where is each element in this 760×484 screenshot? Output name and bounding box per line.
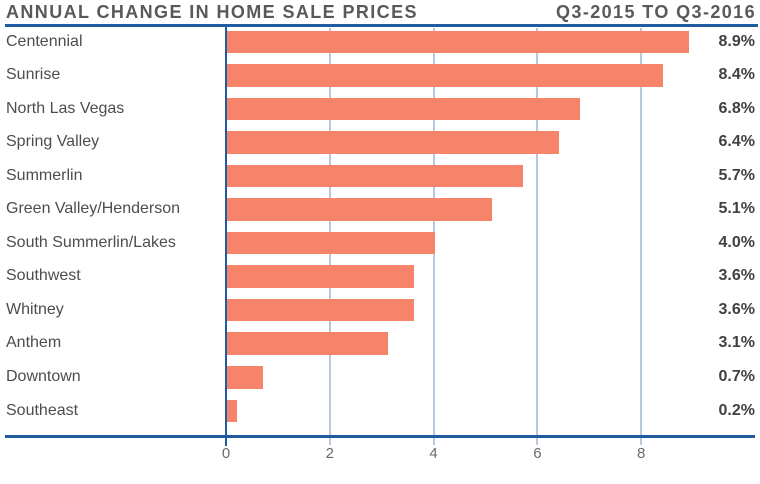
bar bbox=[227, 198, 492, 221]
category-label: Southeast bbox=[6, 401, 79, 419]
value-label: 6.8% bbox=[718, 99, 755, 117]
gridline-x8 bbox=[640, 28, 643, 444]
tick-mark-x4 bbox=[432, 438, 435, 445]
bar bbox=[227, 332, 388, 355]
value-label: 3.6% bbox=[718, 300, 755, 318]
value-label: 0.7% bbox=[718, 368, 755, 385]
category-label: North Las Vegas bbox=[6, 99, 125, 117]
bar bbox=[227, 131, 560, 154]
value-label: 5.1% bbox=[718, 200, 755, 218]
tick-mark-x2 bbox=[328, 438, 331, 445]
category-label: Whitney bbox=[6, 300, 64, 318]
tick-mark-x8 bbox=[640, 438, 643, 445]
value-label: 3.6% bbox=[718, 267, 755, 285]
category-label: Centennial bbox=[6, 32, 83, 50]
x-tick-label: 6 bbox=[533, 445, 542, 462]
x-axis-line bbox=[5, 435, 755, 438]
category-label: Sunrise bbox=[6, 66, 61, 84]
category-label: Anthem bbox=[6, 334, 62, 352]
category-label: Downtown bbox=[6, 368, 81, 385]
bar bbox=[227, 399, 238, 423]
bar bbox=[227, 97, 580, 121]
x-tick-label: 2 bbox=[325, 445, 334, 462]
gridline-x6 bbox=[536, 28, 539, 444]
value-label: 8.4% bbox=[718, 66, 755, 84]
bar bbox=[227, 298, 414, 322]
x-tick-label: 4 bbox=[429, 445, 438, 462]
bar bbox=[227, 231, 435, 255]
x-tick-label: 0 bbox=[221, 445, 231, 462]
y-axis-zero-line bbox=[224, 27, 227, 446]
value-label: 0.2% bbox=[718, 401, 755, 419]
category-label: Southwest bbox=[6, 267, 81, 285]
header-divider-line bbox=[5, 24, 758, 27]
value-label: 5.7% bbox=[718, 166, 755, 184]
value-label: 6.4% bbox=[718, 133, 755, 151]
category-label: Spring Valley bbox=[6, 133, 100, 151]
bar bbox=[227, 30, 689, 53]
bar bbox=[227, 265, 414, 288]
bar bbox=[227, 366, 264, 389]
category-label: South Summerlin/Lakes bbox=[6, 233, 176, 251]
value-label: 3.1% bbox=[718, 334, 755, 352]
x-tick-label: 8 bbox=[637, 445, 646, 462]
category-label: Green Valley/Henderson bbox=[6, 200, 181, 218]
bar bbox=[227, 64, 663, 87]
value-label: 4.0% bbox=[718, 233, 755, 251]
bar bbox=[227, 164, 523, 188]
chart-period: Q3-2015 TO Q3-2016 bbox=[556, 2, 756, 22]
value-label: 8.9% bbox=[718, 32, 755, 50]
chart-title: ANNUAL CHANGE IN HOME SALE PRICES bbox=[6, 2, 418, 22]
tick-mark-x6 bbox=[536, 438, 539, 445]
category-label: Summerlin bbox=[6, 166, 83, 184]
